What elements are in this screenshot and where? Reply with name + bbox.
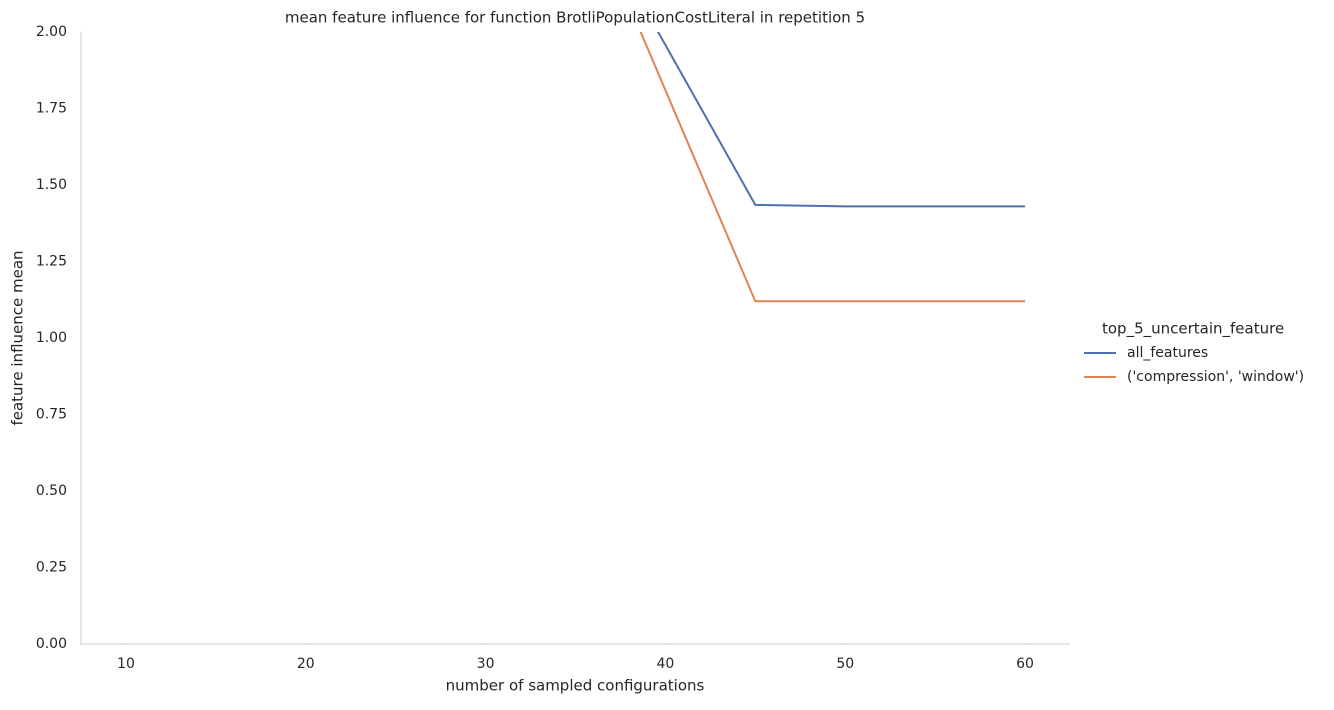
y-axis-label: feature influence mean	[9, 250, 27, 425]
x-tick-label: 50	[836, 656, 854, 672]
y-tick-label: 0.75	[36, 407, 67, 423]
series-line	[639, 32, 1026, 303]
y-tick-label: 0.50	[36, 483, 67, 499]
y-tick-label: 1.25	[36, 254, 67, 270]
y-tick-label: 2.00	[36, 24, 67, 40]
y-tick-label: 1.75	[36, 101, 67, 117]
y-tick-label: 0.25	[36, 560, 67, 576]
x-tick-label: 40	[656, 656, 674, 672]
series-line	[656, 32, 1026, 208]
x-axis-label: number of sampled configurations	[446, 677, 705, 695]
x-tick-label: 20	[297, 656, 315, 672]
legend-label: all_features	[1127, 345, 1208, 361]
x-tick-label: 10	[117, 656, 135, 672]
chart-title: mean feature influence for function Brot…	[285, 9, 865, 27]
x-tick-label: 30	[477, 656, 495, 672]
y-tick-label: 1.50	[36, 177, 67, 193]
legend-title: top_5_uncertain_feature	[1102, 320, 1284, 339]
plot-area	[639, 32, 1026, 303]
y-tick-label: 0.00	[36, 636, 67, 652]
y-tick-label: 1.00	[36, 330, 67, 346]
x-tick-label: 60	[1016, 656, 1034, 672]
legend-label: ('compression', 'window')	[1127, 369, 1304, 385]
